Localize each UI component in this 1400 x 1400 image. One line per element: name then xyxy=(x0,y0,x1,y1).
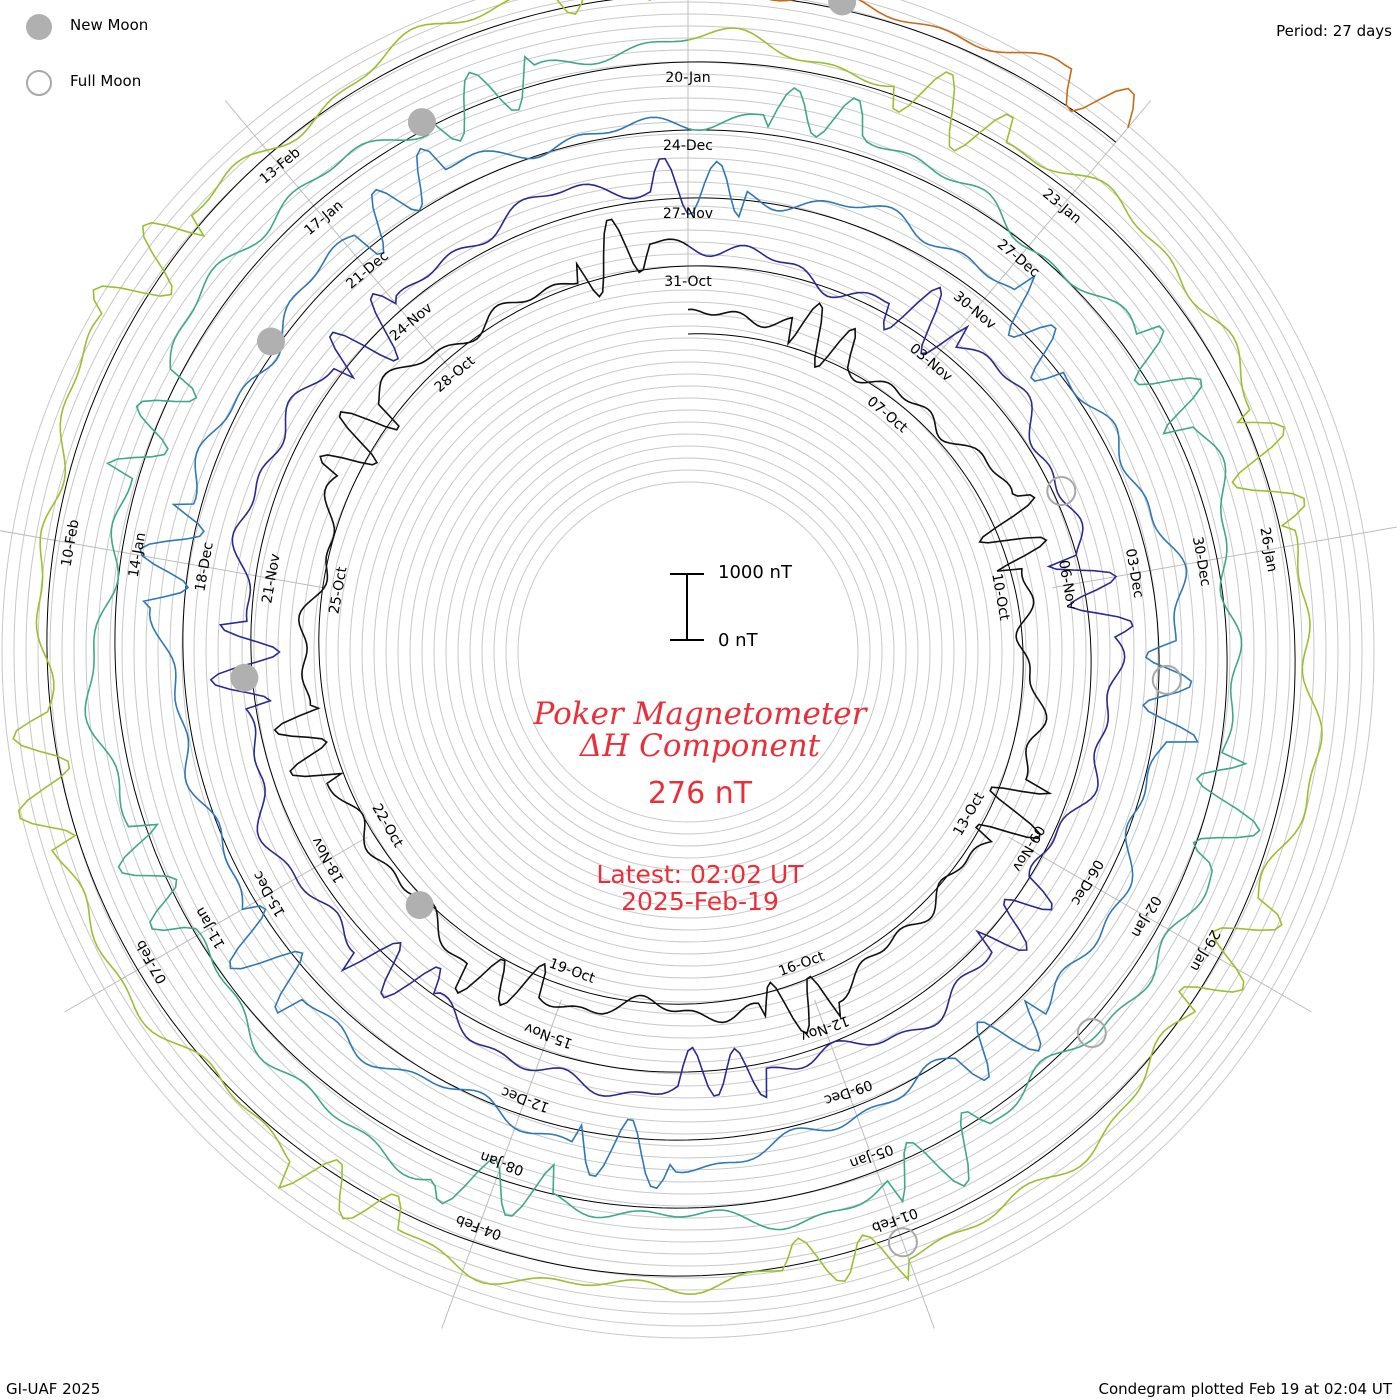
grid-ring xyxy=(434,398,942,906)
date-label: 21-Dec xyxy=(343,248,392,292)
new-moon-marker xyxy=(230,664,258,692)
credit-label: GI-UAF 2025 xyxy=(6,1380,100,1398)
grid-ring xyxy=(278,242,1098,1062)
date-label: 30-Dec xyxy=(1189,536,1213,588)
trace-cycle-6 xyxy=(688,0,1134,128)
date-label: 21-Nov xyxy=(259,552,283,604)
date-label: 20-Jan xyxy=(665,70,710,86)
grid-ring xyxy=(518,482,858,822)
cycle-baseline-5 xyxy=(47,0,1295,1276)
date-label: 29-Jan xyxy=(1186,927,1222,974)
date-label: 03-Nov xyxy=(906,341,955,386)
date-label: 31-Oct xyxy=(664,274,712,290)
grid-ring xyxy=(194,158,1182,1146)
cycle-baseline-4 xyxy=(115,62,1227,1208)
latest-date: 2025-Feb-19 xyxy=(0,887,1400,916)
date-label: 24-Dec xyxy=(663,138,713,154)
period-label: Period: 27 days xyxy=(1276,22,1392,40)
date-label: 07-Feb xyxy=(133,937,171,986)
scale-bar-top-label: 1000 nT xyxy=(718,562,792,583)
grid-ring xyxy=(422,386,954,918)
grid-ring xyxy=(230,194,1146,1110)
date-label: 03-Dec xyxy=(1122,547,1146,599)
new-moon-marker xyxy=(828,0,856,16)
grid-ring xyxy=(254,218,1122,1086)
scale-bar xyxy=(670,574,704,640)
chart-subtitle: ΔH Component xyxy=(0,728,1400,764)
new-moon-marker xyxy=(408,108,436,136)
full-moon-marker xyxy=(1078,1019,1106,1047)
moon-markers xyxy=(230,0,1180,1256)
date-label: 24-Nov xyxy=(387,300,436,345)
date-label: 12-Nov xyxy=(799,1012,852,1044)
cycle-baselines xyxy=(47,0,1295,1276)
date-label: 27-Nov xyxy=(663,206,713,222)
legend-new-moon-label: New Moon xyxy=(70,16,148,34)
new-moon-marker xyxy=(257,328,285,356)
scale-bar-bottom-label: 0 nT xyxy=(718,630,758,651)
full-moon-swatch xyxy=(26,70,52,96)
grid-ring xyxy=(218,182,1158,1122)
grid-ring xyxy=(410,374,966,930)
date-label: 23-Jan xyxy=(1039,186,1084,227)
grid-ring xyxy=(242,206,1134,1098)
grid-ring xyxy=(182,146,1194,1158)
current-value: 276 nT xyxy=(0,776,1400,811)
grid-ring xyxy=(302,266,1074,1038)
date-label: 15-Nov xyxy=(522,1019,575,1051)
grid-ring xyxy=(446,410,930,894)
chart-title: Poker Magnetometer xyxy=(0,696,1400,732)
date-label: 12-Dec xyxy=(499,1083,551,1115)
plotted-timestamp: Condegram plotted Feb 19 at 02:04 UT xyxy=(1099,1380,1392,1398)
grid-ring xyxy=(458,422,918,882)
grid-ring xyxy=(206,170,1170,1134)
latest-time: Latest: 02:02 UT xyxy=(0,860,1400,889)
date-label: 25-Oct xyxy=(327,565,351,615)
new-moon-swatch xyxy=(26,14,52,40)
trace-cycle-2 xyxy=(211,159,1133,1098)
date-label: 16-Oct xyxy=(777,948,828,979)
date-label: 07-Oct xyxy=(864,394,911,437)
date-label: 14-Jan xyxy=(126,531,150,578)
grid-ring xyxy=(398,362,978,942)
grid-ring xyxy=(266,230,1110,1074)
legend-full-moon-label: Full Moon xyxy=(70,72,141,90)
date-label: 10-Oct xyxy=(988,572,1012,622)
